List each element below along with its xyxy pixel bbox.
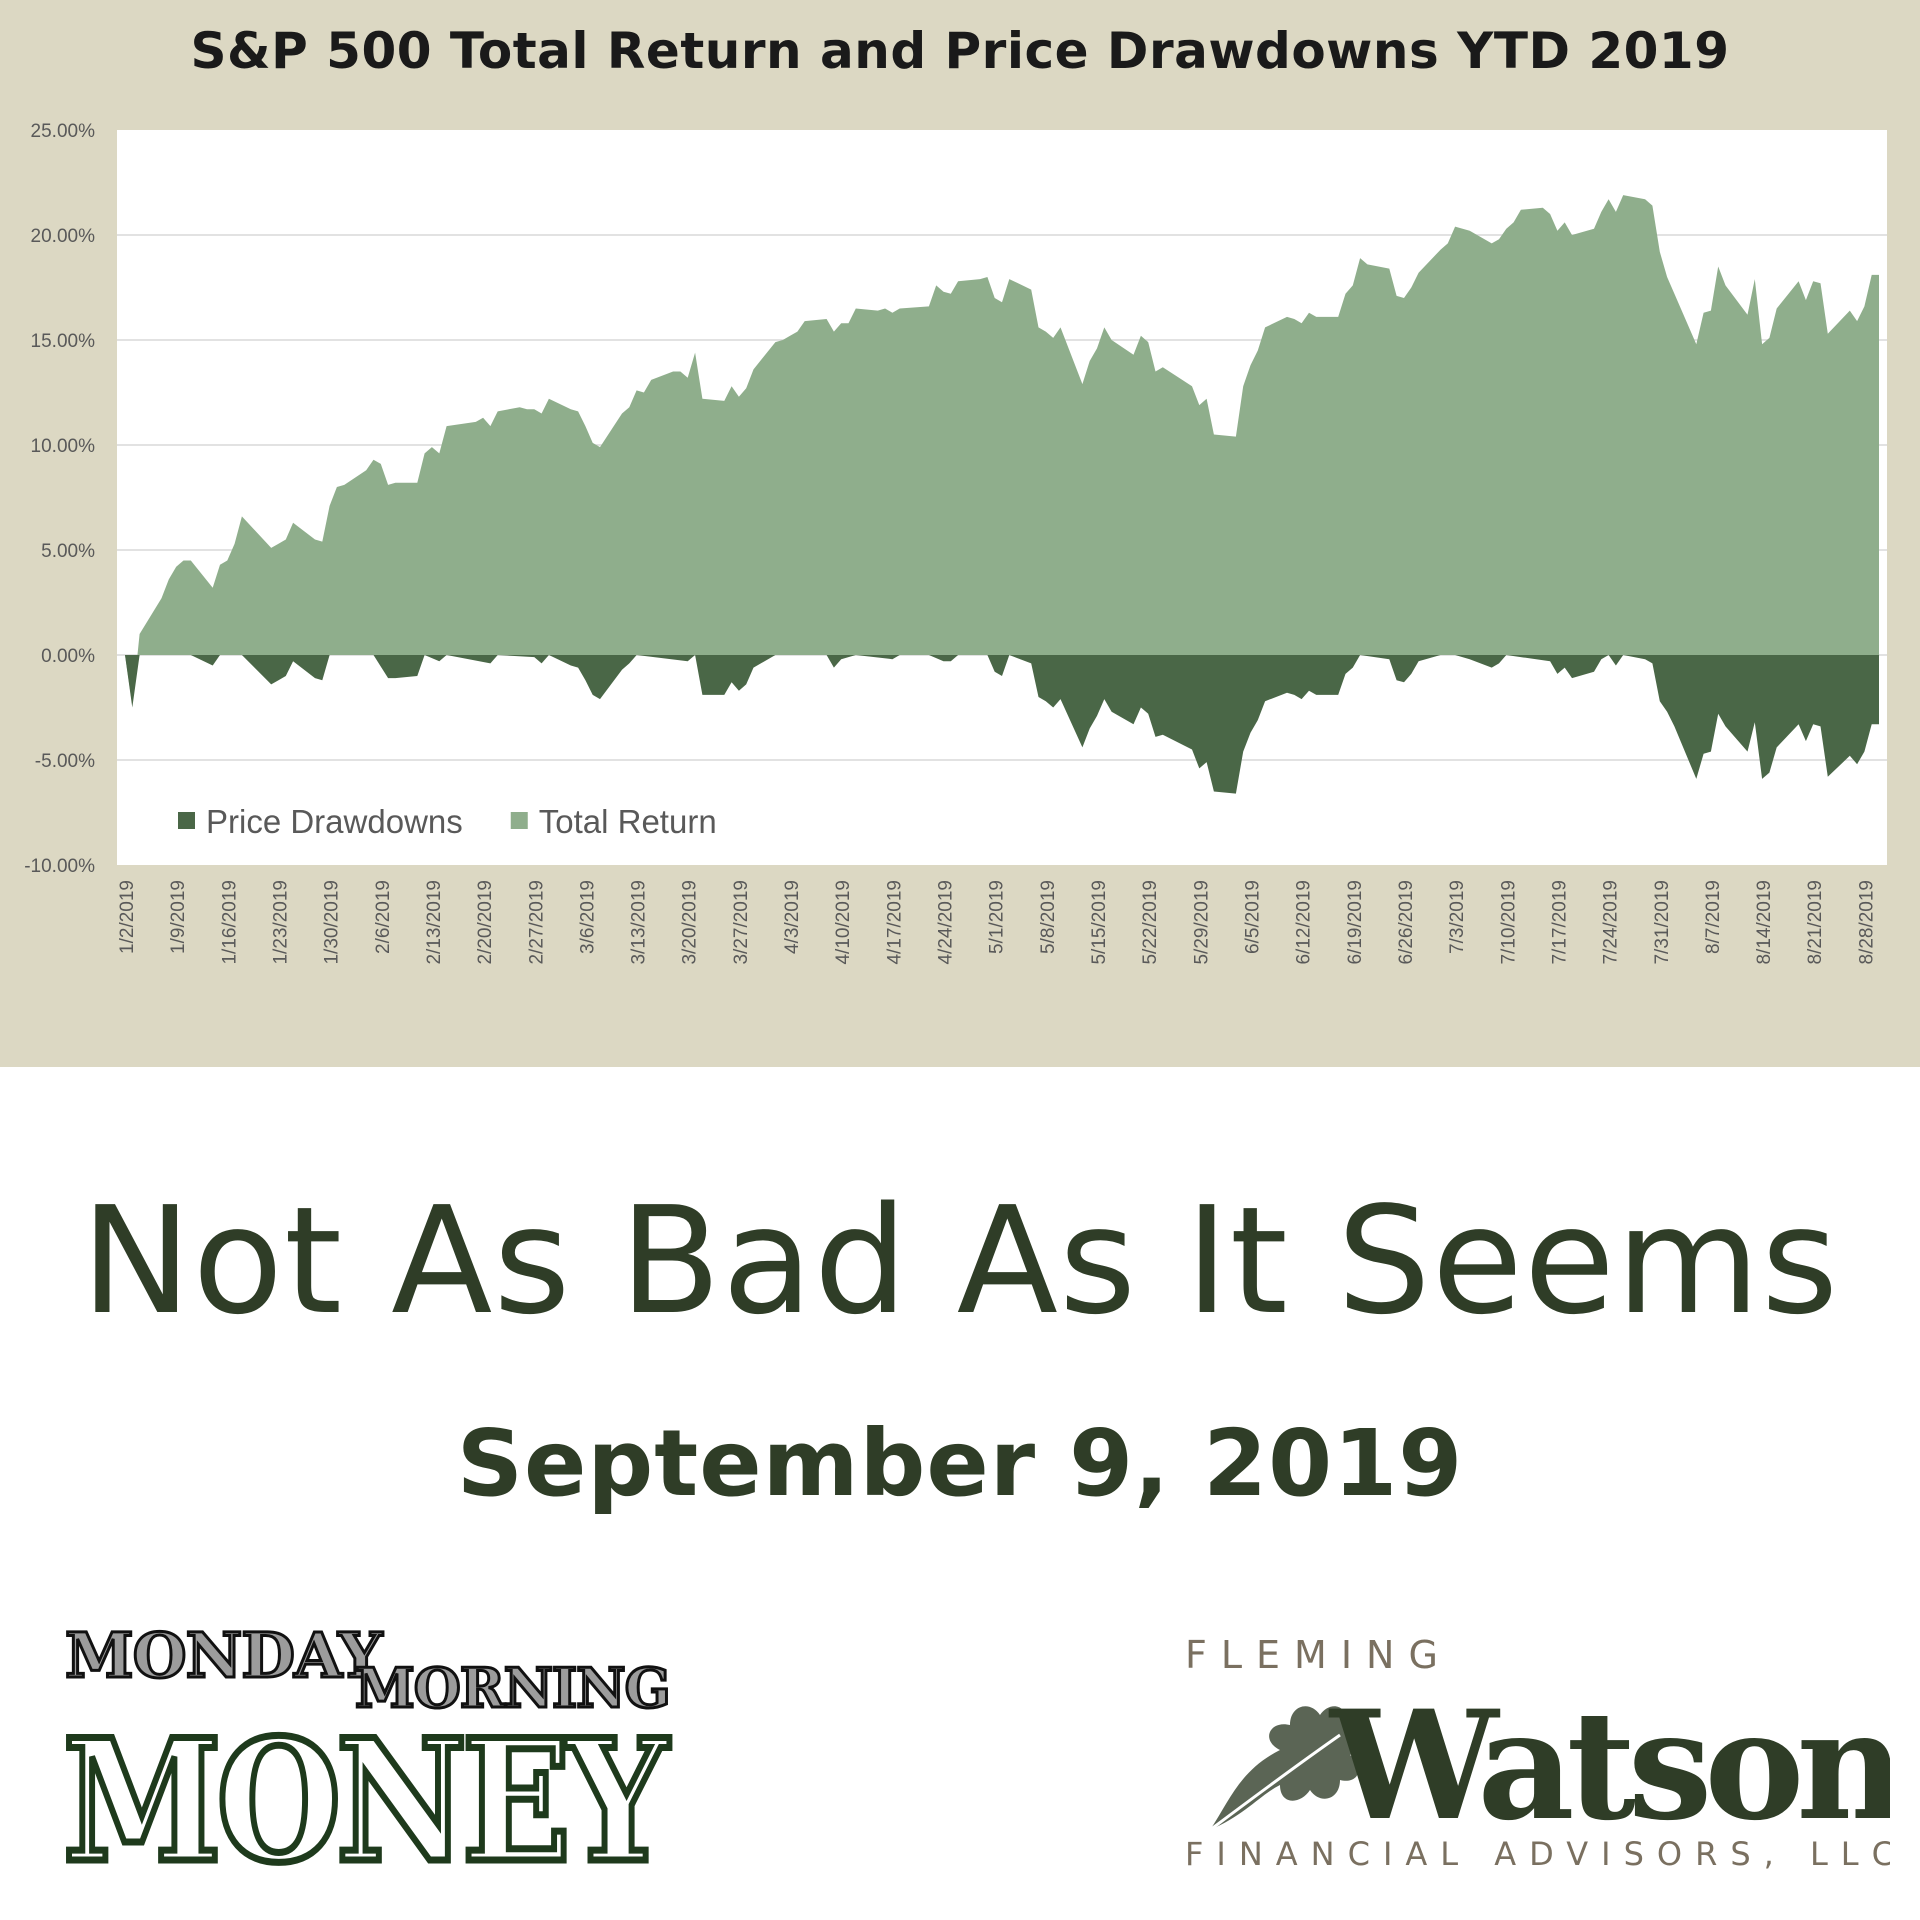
headline: Not As Bad As It Seems bbox=[0, 1175, 1920, 1347]
x-tick-label: 2/27/2019 bbox=[526, 880, 547, 965]
x-tick-label: 8/7/2019 bbox=[1703, 880, 1724, 954]
y-tick-label: 15.00% bbox=[31, 331, 96, 352]
x-tick-label: 3/20/2019 bbox=[680, 880, 701, 965]
logo-financial-advisors: FINANCIAL ADVISORS, LLC bbox=[1185, 1835, 1890, 1870]
x-tick-label: 1/23/2019 bbox=[271, 880, 292, 965]
x-tick-label: 4/10/2019 bbox=[833, 880, 854, 965]
x-tick-label: 1/9/2019 bbox=[168, 880, 189, 954]
chart-svg: 25.00% 20.00% 15.00% 10.00% 5.00% 0.00% -5.00%… bbox=[0, 0, 1920, 1067]
y-tick-label: -10.00% bbox=[24, 856, 95, 877]
logo-watson: Watson bbox=[1328, 1678, 1890, 1854]
x-tick-label: 8/28/2019 bbox=[1856, 880, 1877, 965]
logo-word-monday: MONDAY bbox=[65, 1619, 383, 1692]
y-tick-label: 0.00% bbox=[41, 646, 95, 667]
x-tick-label: 3/13/2019 bbox=[629, 880, 650, 965]
x-tick-label: 4/24/2019 bbox=[936, 880, 957, 965]
y-tick-label: 10.00% bbox=[31, 436, 96, 457]
x-tick-label: 6/19/2019 bbox=[1345, 880, 1366, 965]
x-tick-label: 7/17/2019 bbox=[1549, 880, 1570, 965]
chart-panel: 25.00% 20.00% 15.00% 10.00% 5.00% 0.00% -5.00%… bbox=[0, 0, 1920, 1067]
x-tick-label: 1/30/2019 bbox=[322, 880, 343, 965]
x-tick-label: 8/21/2019 bbox=[1805, 880, 1826, 965]
x-tick-label: 6/5/2019 bbox=[1243, 880, 1264, 954]
x-tick-label: 7/24/2019 bbox=[1601, 880, 1622, 965]
x-tick-label: 4/3/2019 bbox=[782, 880, 803, 954]
x-tick-label: 5/8/2019 bbox=[1038, 880, 1059, 954]
y-axis-ticks: 25.00% 20.00% 15.00% 10.00% 5.00% 0.00% -5.00%… bbox=[24, 121, 95, 877]
x-tick-label: 2/13/2019 bbox=[424, 880, 445, 965]
logo-fleming: FLEMING bbox=[1185, 1633, 1452, 1677]
logo-word-money: MONEY bbox=[63, 1702, 670, 1875]
chart-title: S&P 500 Total Return and Price Drawdowns… bbox=[0, 22, 1920, 80]
x-tick-label: 1/16/2019 bbox=[219, 880, 240, 965]
x-tick-label: 5/1/2019 bbox=[987, 880, 1008, 954]
legend-label: Total Return bbox=[539, 803, 717, 840]
x-tick-label: 1/2/2019 bbox=[117, 880, 138, 954]
x-tick-label: 6/12/2019 bbox=[1294, 880, 1315, 965]
publication-date: September 9, 2019 bbox=[0, 1410, 1920, 1517]
legend-swatch bbox=[511, 812, 528, 829]
x-tick-label: 5/22/2019 bbox=[1140, 880, 1161, 965]
x-tick-label: 3/27/2019 bbox=[731, 880, 752, 965]
legend-label: Price Drawdowns bbox=[206, 803, 463, 840]
x-tick-label: 5/29/2019 bbox=[1191, 880, 1212, 965]
y-tick-label: 5.00% bbox=[41, 541, 95, 562]
legend-swatch bbox=[178, 812, 195, 829]
x-tick-label: 4/17/2019 bbox=[884, 880, 905, 965]
x-tick-label: 7/10/2019 bbox=[1498, 880, 1519, 965]
x-tick-label: 2/6/2019 bbox=[373, 880, 394, 954]
chart-legend: Price Drawdowns Total Return bbox=[178, 803, 717, 840]
x-tick-label: 8/14/2019 bbox=[1754, 880, 1775, 965]
y-tick-label: 20.00% bbox=[31, 226, 96, 247]
x-tick-label: 6/26/2019 bbox=[1396, 880, 1417, 965]
x-tick-label: 5/15/2019 bbox=[1089, 880, 1110, 965]
x-axis-ticks: 1/2/2019 1/9/2019 1/16/2019 1/23/2019 1/30/2… bbox=[117, 880, 1877, 965]
x-tick-label: 7/3/2019 bbox=[1447, 880, 1468, 954]
y-tick-label: 25.00% bbox=[31, 121, 96, 142]
fleming-watson-logo: FLEMING Watson FINANCIAL ADVISORS, LLC bbox=[1170, 1620, 1890, 1870]
x-tick-label: 3/6/2019 bbox=[577, 880, 598, 954]
monday-morning-money-logo: MONDAY MORNING MONEY bbox=[55, 1605, 685, 1875]
x-tick-label: 2/20/2019 bbox=[475, 880, 496, 965]
y-tick-label: -5.00% bbox=[35, 751, 95, 772]
x-tick-label: 7/31/2019 bbox=[1652, 880, 1673, 965]
